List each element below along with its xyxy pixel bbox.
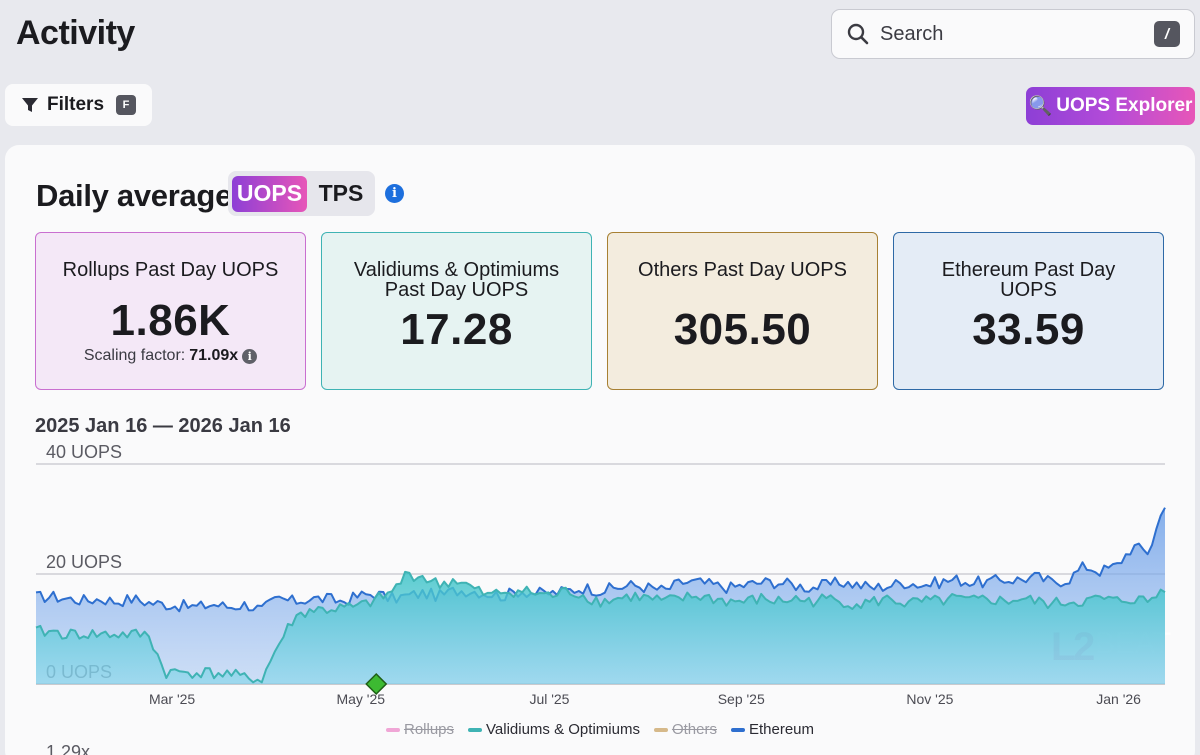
legend-label: Validiums & Optimiums bbox=[486, 721, 640, 738]
x-tick-label: Nov '25 bbox=[906, 691, 953, 707]
legend-swatch bbox=[730, 727, 745, 732]
event-marker[interactable] bbox=[365, 672, 388, 696]
rollups-stat-card: Rollups Past Day UOPS 1.86K Scaling fact… bbox=[35, 232, 306, 390]
x-tick-label: Jul '25 bbox=[529, 691, 569, 707]
daily-average-title: Daily average bbox=[36, 178, 233, 213]
others-stat-card: Others Past Day UOPS 305.50 bbox=[607, 232, 878, 390]
search-box[interactable]: / bbox=[831, 9, 1195, 59]
filter-icon bbox=[22, 98, 38, 112]
search-icon bbox=[847, 23, 869, 45]
ethereum-stat-card: Ethereum Past Day UOPS 33.59 bbox=[893, 232, 1164, 390]
activity-card: Daily average UOPS TPS i Rollups Past Da… bbox=[5, 145, 1195, 755]
legend-swatch bbox=[468, 727, 483, 732]
x-tick-label: Mar '25 bbox=[149, 691, 195, 707]
others-stat-value: 305.50 bbox=[673, 305, 812, 354]
toggle-uops[interactable]: UOPS bbox=[232, 175, 307, 212]
filters-label: Filters bbox=[47, 94, 105, 115]
legend-item-others[interactable]: Others bbox=[653, 721, 717, 738]
toggle-tps[interactable]: TPS bbox=[318, 180, 364, 206]
scale-note: 1.29x bbox=[46, 742, 91, 755]
legend-label: Rollups bbox=[403, 721, 455, 738]
y-tick-label: 20 UOPS bbox=[46, 552, 122, 572]
chart-legend: Rollups Validiums & Optimiums Others Ethere… bbox=[5, 721, 1195, 738]
metric-toggle: UOPS TPS bbox=[228, 171, 375, 216]
others-stat-label: Others Past Day UOPS bbox=[638, 259, 847, 281]
validiums-stat-card: Validiums & Optimiums Past Day UOPS 17.2… bbox=[321, 232, 592, 390]
ethereum-stat-value: 33.59 bbox=[972, 305, 1085, 354]
date-range: 2025 Jan 16 — 2026 Jan 16 bbox=[35, 415, 291, 437]
filters-button[interactable]: Filters F bbox=[5, 84, 153, 126]
ethereum-stat-label: Ethereum Past Day UOPS bbox=[941, 259, 1116, 301]
legend-label: Ethereum bbox=[748, 721, 815, 738]
rollups-stat-label: Rollups Past Day UOPS bbox=[62, 259, 279, 281]
x-tick-label: Sep '25 bbox=[718, 691, 765, 707]
uops-explorer-label: UOPS Explorer bbox=[1056, 95, 1193, 116]
filters-shortcut-key: F bbox=[116, 95, 137, 115]
series-validiums-line bbox=[35, 570, 1166, 684]
validiums-stat-label: Validiums & Optimiums Past Day UOPS bbox=[353, 259, 560, 301]
info-icon[interactable]: i bbox=[385, 184, 404, 203]
uops-explorer-button[interactable]: 🔍 UOPS Explorer bbox=[1026, 87, 1195, 125]
legend-label: Others bbox=[671, 721, 717, 738]
x-tick-label: May '25 bbox=[336, 691, 385, 707]
scaling-factor-value: 71.09x bbox=[189, 347, 239, 364]
legend-item-ethereum[interactable]: Ethereum bbox=[730, 721, 815, 738]
search-input[interactable] bbox=[880, 22, 1154, 46]
search-shortcut-key: / bbox=[1154, 21, 1180, 47]
legend-item-rollups[interactable]: Rollups bbox=[385, 721, 455, 738]
page-title: Activity bbox=[16, 14, 135, 52]
series-ethereum-line bbox=[35, 507, 1166, 613]
legend-swatch bbox=[385, 727, 400, 732]
validiums-stat-value: 17.28 bbox=[400, 305, 513, 354]
scaling-factor-label: Scaling factor: bbox=[83, 347, 186, 364]
scaling-info-icon[interactable]: i bbox=[242, 348, 258, 364]
legend-swatch bbox=[653, 727, 668, 732]
magnifier-icon: 🔍 bbox=[1028, 96, 1053, 117]
legend-item-validiums-optimiums[interactable]: Validiums & Optimiums bbox=[468, 721, 640, 738]
rollups-stat-value: 1.86K bbox=[110, 296, 231, 345]
y-tick-label: 40 UOPS bbox=[46, 445, 122, 462]
x-tick-label: Jan '26 bbox=[1096, 691, 1141, 707]
scaling-factor: Scaling factor: 71.09x i bbox=[36, 347, 305, 365]
